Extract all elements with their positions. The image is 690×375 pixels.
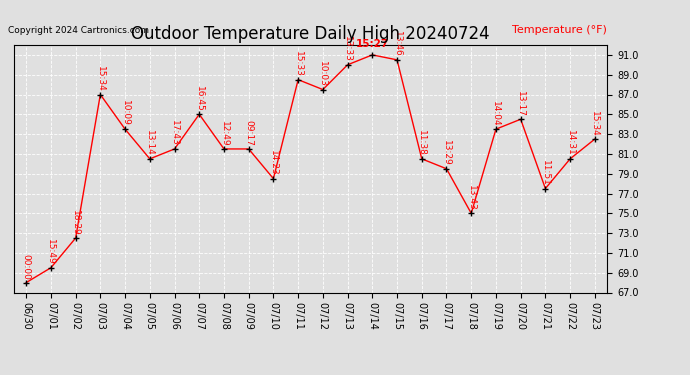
Text: 16:45: 16:45 bbox=[195, 86, 204, 111]
Text: 13:29: 13:29 bbox=[442, 140, 451, 166]
Title: Outdoor Temperature Daily High 20240724: Outdoor Temperature Daily High 20240724 bbox=[131, 26, 490, 44]
Text: 09:17: 09:17 bbox=[244, 120, 253, 146]
Text: 14:04: 14:04 bbox=[491, 101, 500, 126]
Text: 12:49: 12:49 bbox=[219, 120, 228, 146]
Text: Copyright 2024 Cartronics.com: Copyright 2024 Cartronics.com bbox=[8, 26, 149, 35]
Text: 15:34: 15:34 bbox=[591, 111, 600, 136]
Text: 15:27: 15:27 bbox=[355, 39, 389, 50]
Text: 13:17: 13:17 bbox=[516, 91, 525, 117]
Text: 13:43: 13:43 bbox=[466, 185, 475, 210]
Text: 14:23: 14:23 bbox=[269, 150, 278, 176]
Text: Temperature (°F): Temperature (°F) bbox=[512, 25, 607, 35]
Text: 00:00: 00:00 bbox=[21, 254, 30, 280]
Text: 13:46: 13:46 bbox=[393, 32, 402, 57]
Text: 10:03: 10:03 bbox=[318, 61, 327, 87]
Text: 13:33: 13:33 bbox=[343, 36, 352, 62]
Text: 11:51: 11:51 bbox=[541, 160, 550, 186]
Text: 17:43: 17:43 bbox=[170, 120, 179, 146]
Text: 15:34: 15:34 bbox=[96, 66, 105, 92]
Text: 14:31: 14:31 bbox=[566, 130, 575, 156]
Text: 11:38: 11:38 bbox=[417, 130, 426, 156]
Text: 15:33: 15:33 bbox=[294, 51, 303, 77]
Text: 15:49: 15:49 bbox=[46, 239, 55, 265]
Text: 18:29: 18:29 bbox=[71, 210, 80, 235]
Text: 13:14: 13:14 bbox=[146, 130, 155, 156]
Text: 10:09: 10:09 bbox=[121, 100, 130, 126]
